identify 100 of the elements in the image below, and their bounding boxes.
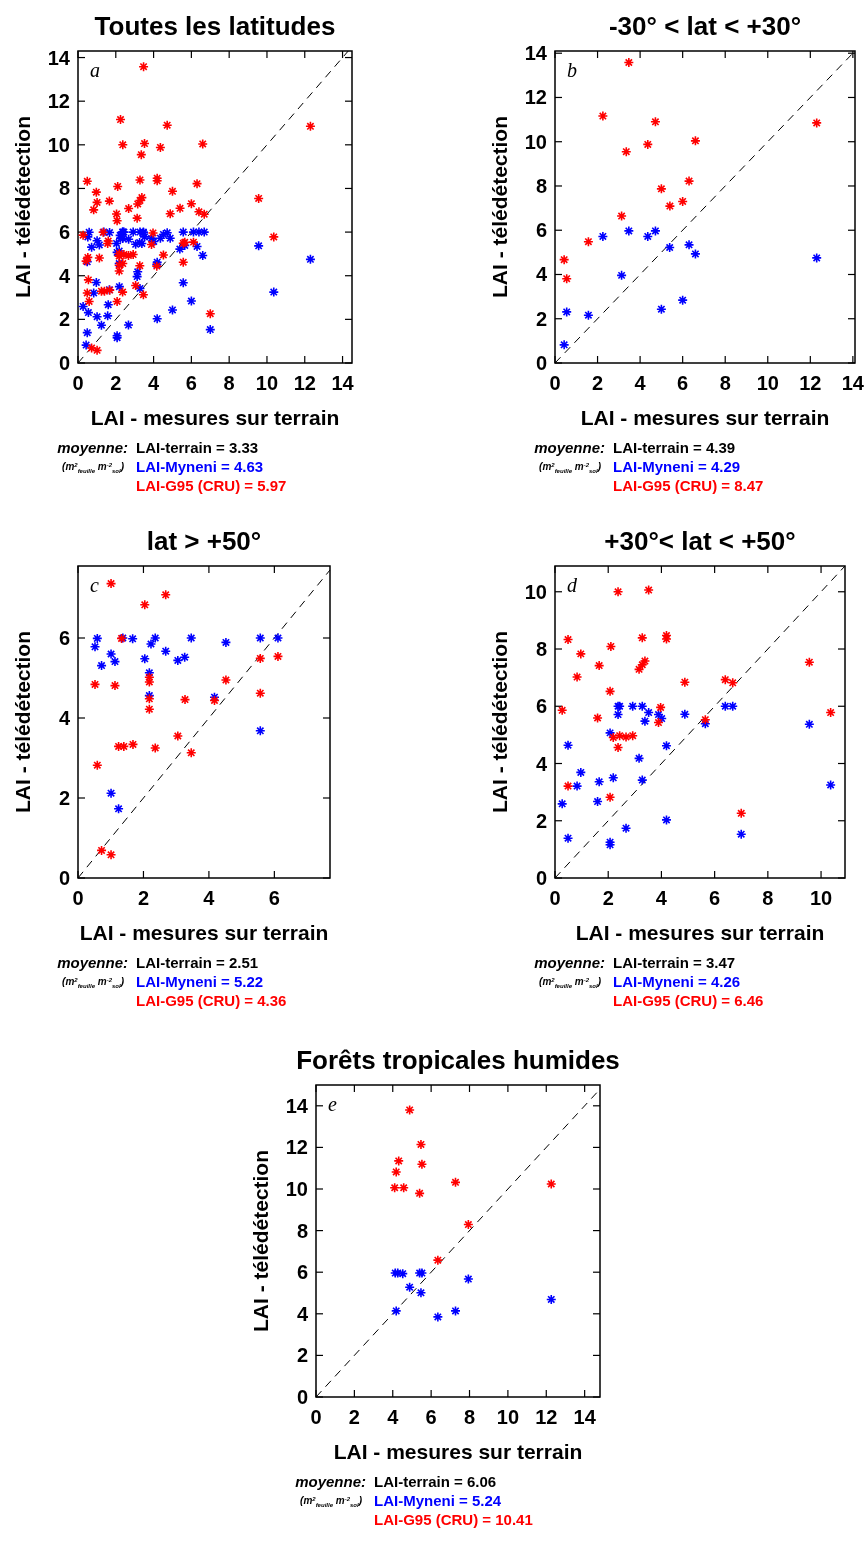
x-tick-label: 10 xyxy=(255,372,279,394)
point xyxy=(105,849,117,861)
point xyxy=(727,700,739,712)
x-axis-title: LAI - mesures sur terrain xyxy=(580,406,830,429)
y-tick-label: 14 xyxy=(285,1094,309,1117)
point xyxy=(592,796,603,807)
point xyxy=(105,648,117,660)
point xyxy=(583,309,594,321)
point xyxy=(643,584,654,596)
x-tick-label: 6 xyxy=(268,887,280,909)
point xyxy=(414,1188,425,1199)
point xyxy=(604,686,616,697)
chart-title: +30°< lat < +50° xyxy=(604,526,796,556)
text: moyenne: xyxy=(534,954,605,971)
point xyxy=(593,660,605,671)
point xyxy=(558,254,570,265)
x-tick-label: 8 xyxy=(719,372,731,394)
point xyxy=(735,828,747,840)
point xyxy=(719,674,731,685)
x-tick-label: 4 xyxy=(203,887,216,909)
text: moyenne: xyxy=(57,954,128,971)
y-tick-label: 6 xyxy=(58,627,70,649)
point xyxy=(719,700,731,712)
point xyxy=(804,656,815,668)
y-axis-title: LAI - télédétection xyxy=(488,630,511,814)
point xyxy=(636,774,648,786)
point xyxy=(656,713,667,724)
point xyxy=(113,741,124,752)
text: LAI-terrain = 6.06 xyxy=(374,1473,497,1490)
x-tick-label: 6 xyxy=(677,372,689,394)
point xyxy=(254,632,266,644)
point xyxy=(643,707,654,718)
x-tick-label: 10 xyxy=(756,372,779,394)
point xyxy=(592,712,603,724)
point xyxy=(432,1311,444,1323)
y-tick-label: 4 xyxy=(296,1302,309,1325)
text: LAI-Myneni = 5.22 xyxy=(136,973,264,990)
y-tick-label: 14 xyxy=(524,42,548,65)
point xyxy=(556,798,568,810)
text: LAI-terrain = 3.47 xyxy=(613,954,736,971)
point xyxy=(616,210,627,222)
point xyxy=(179,694,191,705)
point xyxy=(607,772,619,784)
chart-title: Toutes les latitudes xyxy=(94,11,336,41)
point xyxy=(109,680,121,691)
point xyxy=(639,715,651,727)
text: (m$^{2}$$_{feuille}$ m$^{-2}$$_{sol}$) xyxy=(62,976,125,989)
y-tick-label: 10 xyxy=(47,133,70,156)
point xyxy=(144,693,155,705)
point xyxy=(700,714,711,726)
point xyxy=(825,707,836,718)
x-tick-label: 2 xyxy=(110,372,122,394)
point xyxy=(96,660,107,671)
x-tick-label: 8 xyxy=(223,372,235,394)
text: LAI-terrain = 2.51 xyxy=(136,954,259,971)
point xyxy=(679,708,691,720)
y-tick-label: 4 xyxy=(58,707,71,729)
point xyxy=(571,780,583,792)
y-tick-label: 6 xyxy=(535,695,547,718)
y-tick-label: 8 xyxy=(296,1219,308,1242)
point xyxy=(575,767,587,778)
point xyxy=(614,730,625,742)
annotation: e xyxy=(328,1093,337,1115)
x-tick-label: 6 xyxy=(709,887,721,909)
point xyxy=(562,780,574,792)
point xyxy=(220,637,232,648)
point xyxy=(636,700,648,712)
point xyxy=(390,1305,402,1317)
x-tick-label: 6 xyxy=(185,372,197,394)
point xyxy=(393,1155,405,1167)
point xyxy=(220,674,232,686)
x-tick-label: 14 xyxy=(331,372,355,394)
point xyxy=(144,690,155,701)
point xyxy=(139,653,151,665)
point xyxy=(664,200,676,212)
point xyxy=(661,814,672,826)
point xyxy=(620,822,632,834)
text: LAI-Myneni = 5.24 xyxy=(374,1492,502,1509)
point xyxy=(172,730,184,742)
point xyxy=(127,633,138,645)
text: LAI-G95 (CRU) = 10.41 xyxy=(374,1511,533,1528)
point xyxy=(583,236,594,248)
chart-title: Forêts tropicales humides xyxy=(296,1045,620,1075)
point xyxy=(627,730,638,742)
point xyxy=(633,753,645,764)
text: LAI-terrain = 4.39 xyxy=(613,439,736,456)
point xyxy=(209,695,220,706)
point xyxy=(562,832,574,844)
point xyxy=(664,242,675,253)
x-tick-label: 12 xyxy=(799,372,822,394)
y-tick-label: 10 xyxy=(524,130,547,153)
point xyxy=(623,225,635,237)
point xyxy=(623,57,635,68)
point xyxy=(653,709,664,720)
y-tick-label: 10 xyxy=(524,580,547,603)
point xyxy=(604,791,616,803)
text: LAI-terrain = 3.33 xyxy=(136,439,259,456)
y-tick-label: 6 xyxy=(535,219,547,242)
y-tick-label: 2 xyxy=(535,809,547,832)
point xyxy=(612,742,624,753)
